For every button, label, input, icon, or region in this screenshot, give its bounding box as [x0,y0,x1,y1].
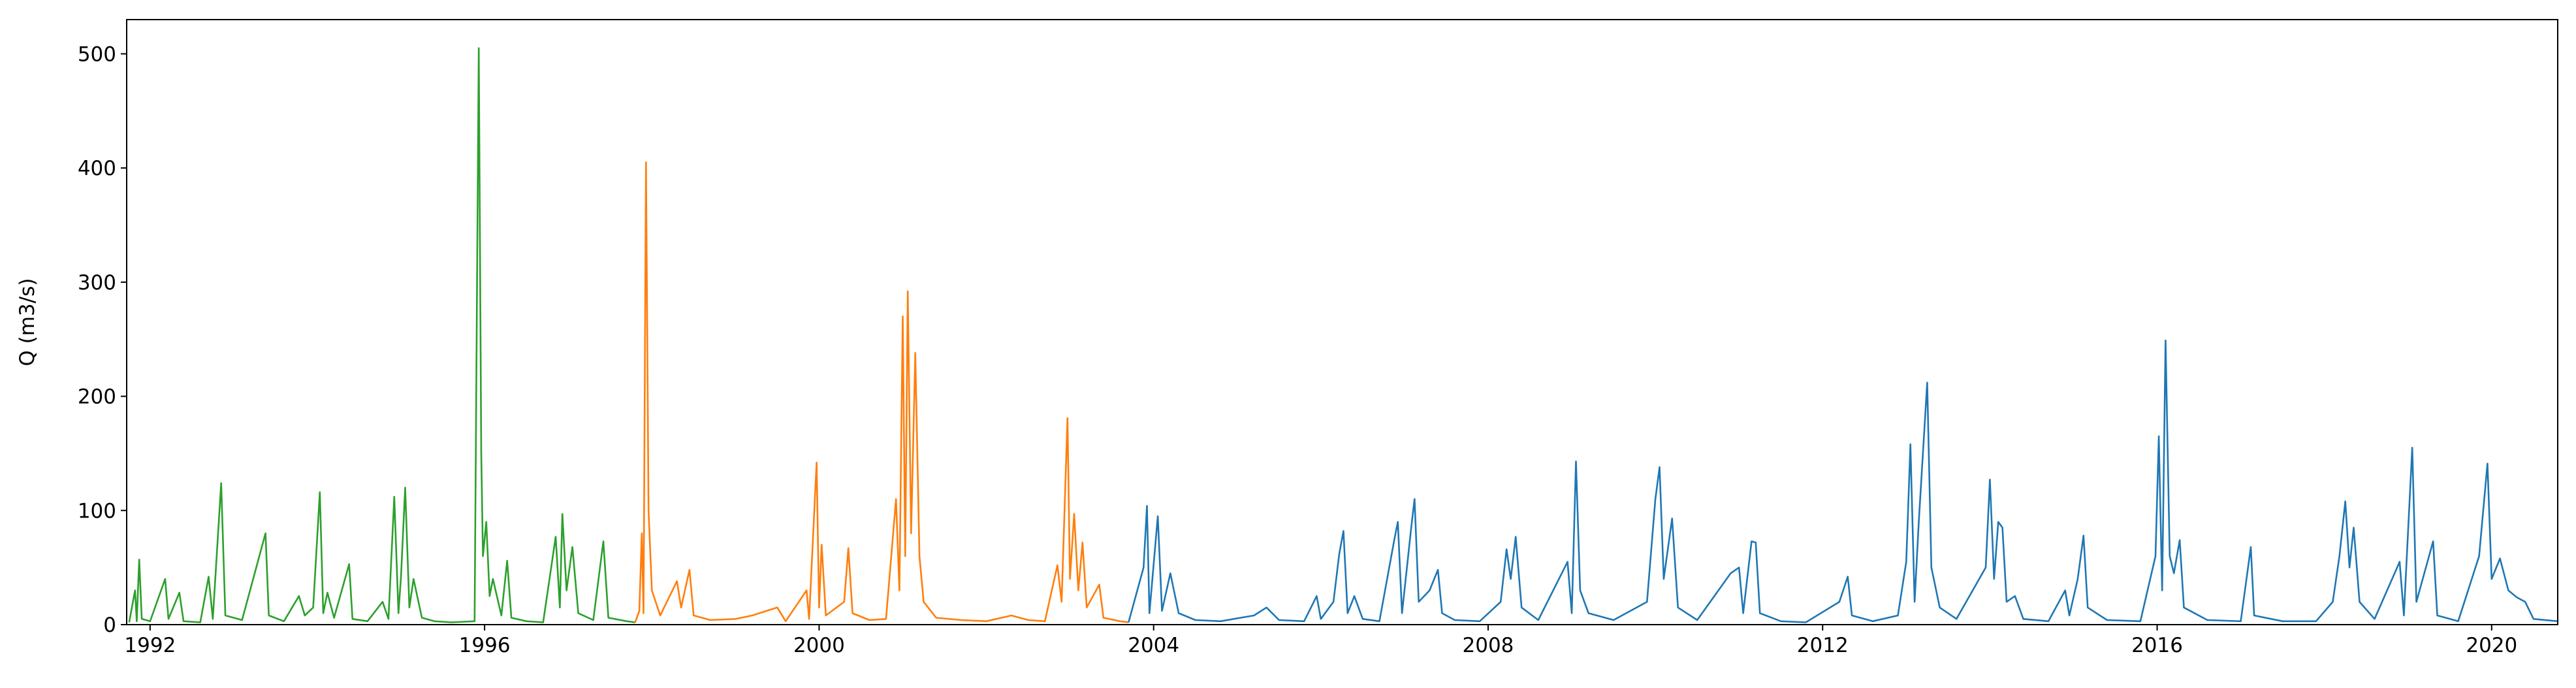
x-tick-label: 2016 [2131,634,2183,657]
x-tick-label: 1996 [459,634,511,657]
y-tick-label: 400 [78,157,116,180]
plot-frame [126,19,2558,625]
y-axis-label: Q (m3/s) [16,278,39,367]
y-tick-label: 0 [103,614,116,637]
x-tick-label: 2012 [1797,634,1849,657]
y-tick-label: 100 [78,499,116,523]
x-tick-label: 2000 [793,634,845,657]
series-line [634,161,1129,623]
x-tick-label: 2004 [1128,634,1179,657]
series-line [128,47,635,623]
x-tick-label: 1992 [124,634,176,657]
y-tick-label: 500 [78,42,116,66]
y-tick-label: 200 [78,385,116,409]
y-tick-label: 300 [78,271,116,295]
series-line [1128,339,2558,623]
x-tick-label: 2020 [2466,634,2517,657]
x-tick-label: 2008 [1463,634,1514,657]
